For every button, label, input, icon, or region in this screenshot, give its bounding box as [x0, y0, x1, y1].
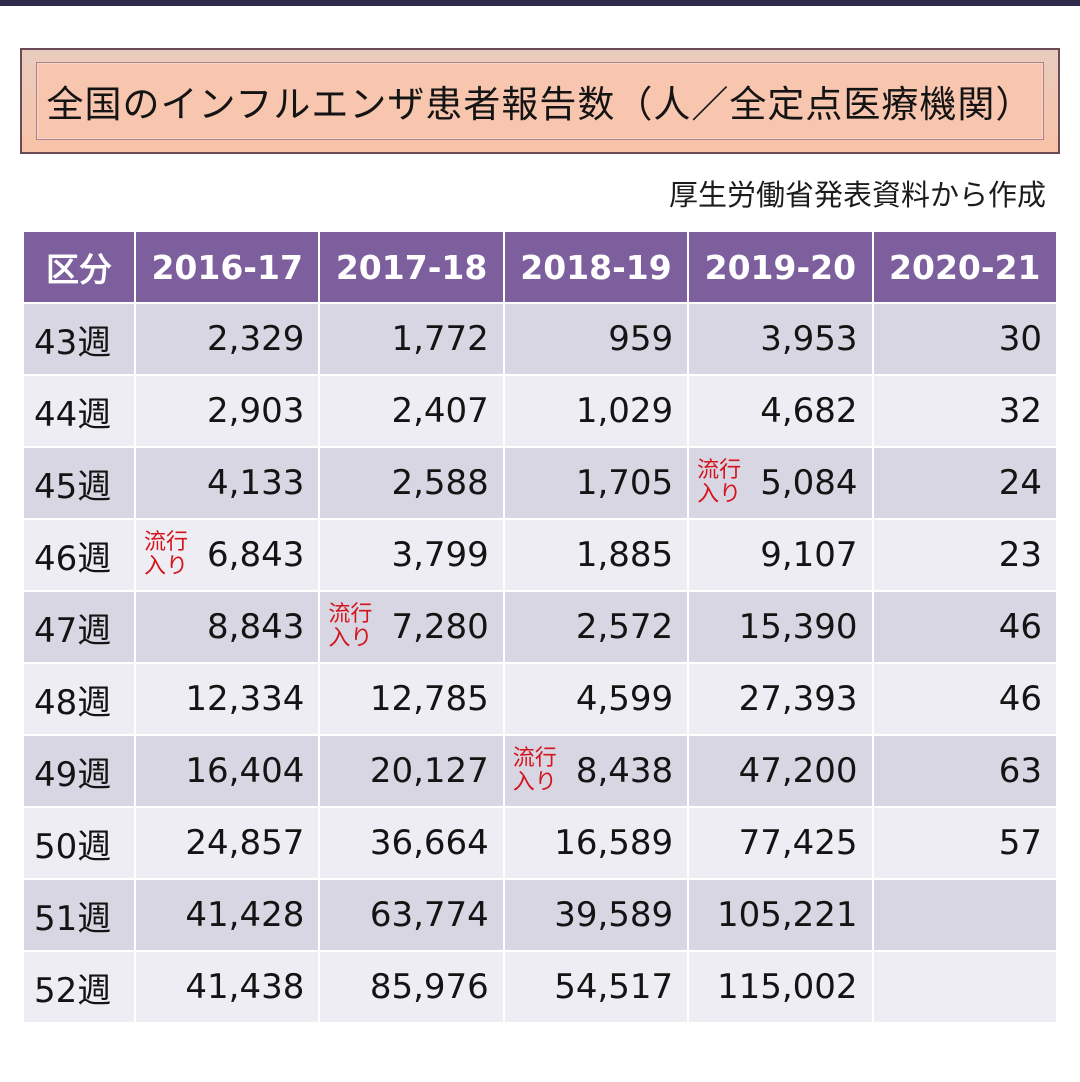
- table-cell: 85,976: [320, 952, 503, 1022]
- table-row: 48週 12,334 12,785 4,599 27,393 46: [24, 664, 1056, 734]
- influenza-table: 区分 2016-17 2017-18 2018-19 2019-20 2020-…: [22, 230, 1058, 1024]
- week-label: 50週: [24, 808, 134, 878]
- table-cell: 959: [504, 304, 688, 374]
- table-cell: 4,133: [136, 448, 319, 518]
- table-cell: 12,785: [320, 664, 503, 734]
- table-cell: 36,664: [320, 808, 503, 878]
- week-label: 45週: [24, 448, 134, 518]
- table-cell-with-onset: 流行入り 6,843: [136, 520, 319, 590]
- table-cell: 41,438: [136, 952, 319, 1022]
- week-label: 43週: [24, 304, 134, 374]
- table-cell: [873, 880, 1056, 950]
- table-cell: [873, 952, 1056, 1022]
- table-row: 44週 2,903 2,407 1,029 4,682 32: [24, 376, 1056, 446]
- table-cell: 9,107: [689, 520, 872, 590]
- table-cell: 39,589: [504, 880, 688, 950]
- onset-note: 流行入り: [144, 530, 189, 579]
- table-cell: 16,589: [504, 808, 688, 878]
- week-label: 48週: [24, 664, 134, 734]
- table-row: 52週 41,438 85,976 54,517 115,002: [24, 952, 1056, 1022]
- title-banner: 全国のインフルエンザ患者報告数（人／全定点医療機関）: [20, 48, 1060, 154]
- table-row: 50週 24,857 36,664 16,589 77,425 57: [24, 808, 1056, 878]
- table-cell: 41,428: [136, 880, 319, 950]
- table-cell: 27,393: [689, 664, 872, 734]
- table-row: 43週 2,329 1,772 959 3,953 30: [24, 304, 1056, 374]
- week-label: 49週: [24, 736, 134, 806]
- table-cell: 2,588: [320, 448, 503, 518]
- table-cell: 46: [873, 592, 1056, 662]
- header-row: 区分 2016-17 2017-18 2018-19 2019-20 2020-…: [24, 232, 1056, 302]
- table-cell: 77,425: [689, 808, 872, 878]
- table-cell: 3,799: [320, 520, 503, 590]
- table-cell: 24,857: [136, 808, 319, 878]
- table-row: 49週 16,404 20,127 流行入り 8,438 47,200 63: [24, 736, 1056, 806]
- header-season: 2017-18: [320, 232, 503, 302]
- week-label: 46週: [24, 520, 134, 590]
- table-cell: 105,221: [689, 880, 872, 950]
- table-cell: 63,774: [320, 880, 503, 950]
- cell-value: 7,280: [391, 607, 489, 647]
- onset-note: 流行入り: [512, 746, 557, 795]
- table-cell: 30: [873, 304, 1056, 374]
- table-cell: 115,002: [689, 952, 872, 1022]
- week-label: 52週: [24, 952, 134, 1022]
- source-note: 厚生労働省発表資料から作成: [668, 178, 1046, 212]
- page-title: 全国のインフルエンザ患者報告数（人／全定点医療機関）: [46, 83, 1034, 126]
- table-cell: 4,682: [689, 376, 872, 446]
- table-row: 51週 41,428 63,774 39,589 105,221: [24, 880, 1056, 950]
- table-cell: 8,843: [136, 592, 319, 662]
- week-label: 51週: [24, 880, 134, 950]
- header-season: 2016-17: [136, 232, 319, 302]
- table-cell-with-onset: 流行入り 8,438: [504, 736, 688, 806]
- table-cell: 2,407: [320, 376, 503, 446]
- table-cell: 24: [873, 448, 1056, 518]
- cell-value: 5,084: [760, 463, 858, 503]
- table-cell: 12,334: [136, 664, 319, 734]
- header-season: 2019-20: [689, 232, 872, 302]
- table-cell: 2,903: [136, 376, 319, 446]
- table-cell: 47,200: [689, 736, 872, 806]
- week-label: 44週: [24, 376, 134, 446]
- table-cell: 15,390: [689, 592, 872, 662]
- top-border: [0, 0, 1080, 6]
- table-cell: 32: [873, 376, 1056, 446]
- table-cell: 3,953: [689, 304, 872, 374]
- title-banner-inner: 全国のインフルエンザ患者報告数（人／全定点医療機関）: [36, 62, 1044, 140]
- onset-note: 流行入り: [328, 602, 373, 651]
- week-label: 47週: [24, 592, 134, 662]
- table-cell: 1,885: [504, 520, 688, 590]
- table-cell-with-onset: 流行入り 5,084: [689, 448, 872, 518]
- table-cell: 2,572: [504, 592, 688, 662]
- table-cell: 23: [873, 520, 1056, 590]
- cell-value: 8,438: [575, 751, 674, 791]
- table-cell: 1,772: [320, 304, 503, 374]
- onset-note: 流行入り: [697, 458, 742, 507]
- table-cell: 46: [873, 664, 1056, 734]
- table-row: 46週 流行入り 6,843 3,799 1,885 9,107 23: [24, 520, 1056, 590]
- table-cell: 1,705: [504, 448, 688, 518]
- table-cell: 4,599: [504, 664, 688, 734]
- table-cell-with-onset: 流行入り 7,280: [320, 592, 503, 662]
- table-cell: 16,404: [136, 736, 319, 806]
- header-season: 2018-19: [504, 232, 688, 302]
- table-cell: 57: [873, 808, 1056, 878]
- header-season: 2020-21: [873, 232, 1056, 302]
- table-cell: 2,329: [136, 304, 319, 374]
- cell-value: 6,843: [207, 535, 305, 575]
- table-cell: 54,517: [504, 952, 688, 1022]
- table-cell: 63: [873, 736, 1056, 806]
- table-row: 47週 8,843 流行入り 7,280 2,572 15,390 46: [24, 592, 1056, 662]
- table-cell: 1,029: [504, 376, 688, 446]
- table-cell: 20,127: [320, 736, 503, 806]
- header-category: 区分: [24, 232, 134, 302]
- table-row: 45週 4,133 2,588 1,705 流行入り 5,084 24: [24, 448, 1056, 518]
